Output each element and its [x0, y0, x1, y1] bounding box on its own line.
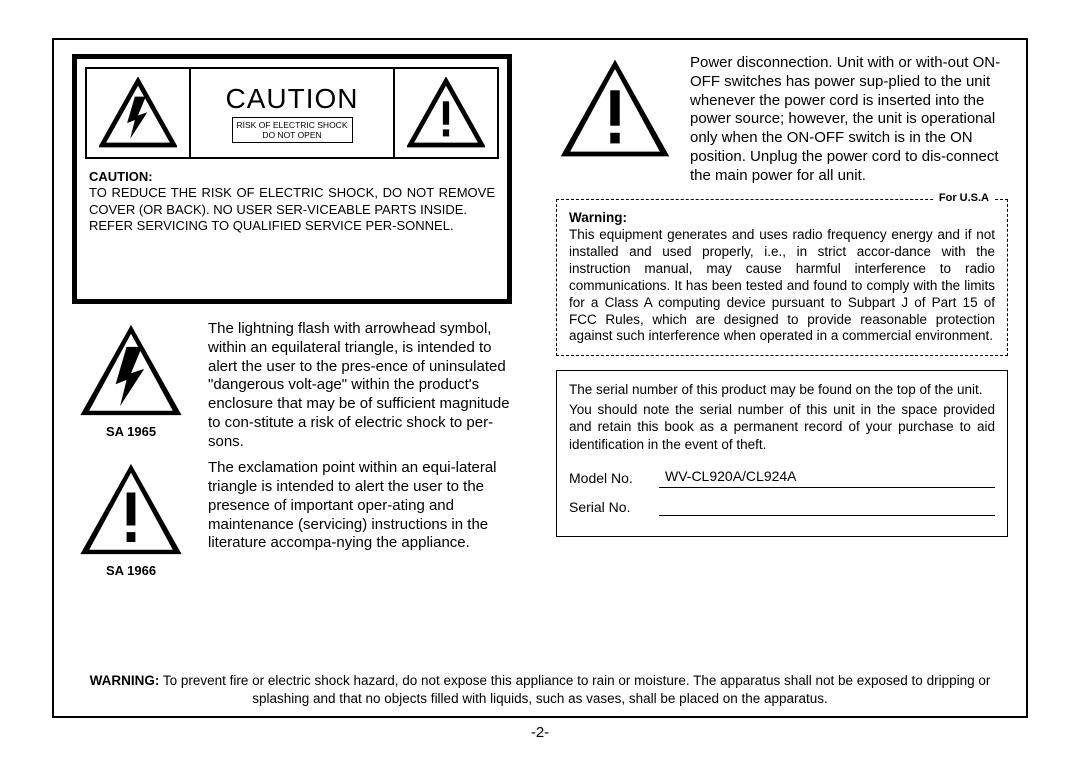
- lightning-triangle-icon: [76, 320, 186, 420]
- page-number: -2-: [52, 724, 1028, 741]
- serial-row: Serial No.: [569, 498, 995, 516]
- left-column: CAUTION RISK OF ELECTRIC SHOCK DO NOT OP…: [72, 54, 524, 664]
- symbol-2-text: The exclamation point within an equi-lat…: [208, 459, 524, 578]
- symbol-row-2: SA 1966 The exclamation point within an …: [72, 459, 524, 578]
- symbol-2-icon-col: SA 1966: [72, 459, 190, 578]
- symbol-1-icon-col: SA 1965: [72, 320, 190, 451]
- caution-title-cell: CAUTION RISK OF ELECTRIC SHOCK DO NOT OP…: [191, 69, 393, 157]
- bottom-warning: WARNING: To prevent fire or electric sho…: [72, 664, 1008, 707]
- caution-body-2: REFER SERVICING TO QUALIFIED SERVICE PER…: [89, 218, 454, 233]
- model-value: WV-CL920A/CL924A: [659, 467, 995, 487]
- symbol-2-label: SA 1966: [106, 563, 156, 578]
- caution-sub2: DO NOT OPEN: [237, 130, 348, 140]
- usa-text: This equipment generates and uses radio …: [569, 227, 995, 343]
- caution-body-1: TO REDUCE THE RISK OF ELECTRIC SHOCK, DO…: [89, 185, 495, 216]
- caution-body: CAUTION: TO REDUCE THE RISK OF ELECTRIC …: [85, 159, 499, 234]
- caution-subtitle: RISK OF ELECTRIC SHOCK DO NOT OPEN: [232, 117, 353, 143]
- exclamation-triangle-icon: [393, 69, 497, 157]
- symbol-1-text: The lightning flash with arrowhead symbo…: [208, 320, 524, 451]
- serial-box: The serial number of this product may be…: [556, 370, 1008, 537]
- exclamation-triangle-icon: [556, 54, 674, 162]
- exclamation-triangle-icon: [76, 459, 186, 559]
- model-label: Model No.: [569, 469, 659, 487]
- power-row: Power disconnection. Unit with or with-o…: [556, 54, 1008, 185]
- usa-legend: For U.S.A: [935, 192, 993, 206]
- model-row: Model No. WV-CL920A/CL924A: [569, 467, 995, 487]
- symbol-row-1: SA 1965 The lightning flash with arrowhe…: [72, 320, 524, 451]
- caution-sub1: RISK OF ELECTRIC SHOCK: [237, 120, 348, 130]
- usa-heading: Warning:: [569, 210, 627, 225]
- serial-value: [659, 514, 995, 516]
- bottom-warning-text: To prevent fire or electric shock hazard…: [159, 673, 990, 706]
- bottom-warning-heading: WARNING:: [90, 673, 160, 688]
- power-text: Power disconnection. Unit with or with-o…: [690, 54, 1008, 185]
- serial-p2: You should note the serial number of thi…: [569, 401, 995, 454]
- serial-fields: Model No. WV-CL920A/CL924A Serial No.: [569, 467, 995, 515]
- caution-body-heading: CAUTION:: [89, 169, 153, 184]
- caution-header: CAUTION RISK OF ELECTRIC SHOCK DO NOT OP…: [85, 67, 499, 159]
- columns: CAUTION RISK OF ELECTRIC SHOCK DO NOT OP…: [72, 54, 1008, 664]
- serial-p1: The serial number of this product may be…: [569, 381, 995, 399]
- page-border: CAUTION RISK OF ELECTRIC SHOCK DO NOT OP…: [52, 38, 1028, 718]
- caution-title: CAUTION: [226, 83, 359, 115]
- power-icon-col: [556, 54, 674, 185]
- usa-box: For U.S.A Warning: This equipment genera…: [556, 199, 1008, 356]
- right-column: Power disconnection. Unit with or with-o…: [556, 54, 1008, 664]
- symbol-1-label: SA 1965: [106, 424, 156, 439]
- caution-box: CAUTION RISK OF ELECTRIC SHOCK DO NOT OP…: [72, 54, 512, 304]
- serial-label: Serial No.: [569, 498, 659, 516]
- lightning-triangle-icon: [87, 69, 191, 157]
